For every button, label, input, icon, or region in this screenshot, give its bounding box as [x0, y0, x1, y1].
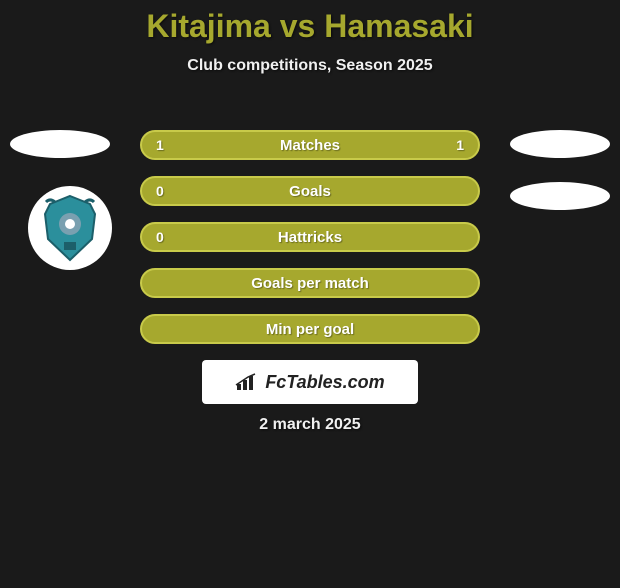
- stats-container: 1 Matches 1 0 Goals 0 Hattricks Goals pe…: [140, 130, 480, 360]
- stat-right-value: 1: [456, 137, 464, 153]
- stat-left-value: 0: [156, 183, 164, 199]
- subtitle: Club competitions, Season 2025: [0, 57, 620, 75]
- player-right-badge-1: [510, 130, 610, 158]
- stat-left-value: 1: [156, 137, 164, 153]
- stat-label: Min per goal: [266, 321, 354, 338]
- player-right-badge-2: [510, 182, 610, 210]
- stat-label: Matches: [280, 137, 340, 154]
- fctables-logo[interactable]: FcTables.com: [202, 360, 418, 404]
- chart-icon: [235, 372, 259, 392]
- stat-label: Hattricks: [278, 229, 342, 246]
- stat-row-min-per-goal: Min per goal: [140, 314, 480, 344]
- player-left-badge-1: [10, 130, 110, 158]
- logo-text: FcTables.com: [265, 372, 384, 393]
- page-title: Kitajima vs Hamasaki: [0, 8, 620, 45]
- stat-row-goals-per-match: Goals per match: [140, 268, 480, 298]
- crest-icon: [40, 194, 100, 262]
- stat-label: Goals per match: [251, 275, 369, 292]
- stat-row-hattricks: 0 Hattricks: [140, 222, 480, 252]
- club-crest: [28, 186, 112, 270]
- stat-label: Goals: [289, 183, 331, 200]
- date-text: 2 march 2025: [0, 416, 620, 434]
- stat-row-matches: 1 Matches 1: [140, 130, 480, 160]
- stat-row-goals: 0 Goals: [140, 176, 480, 206]
- stat-left-value: 0: [156, 229, 164, 245]
